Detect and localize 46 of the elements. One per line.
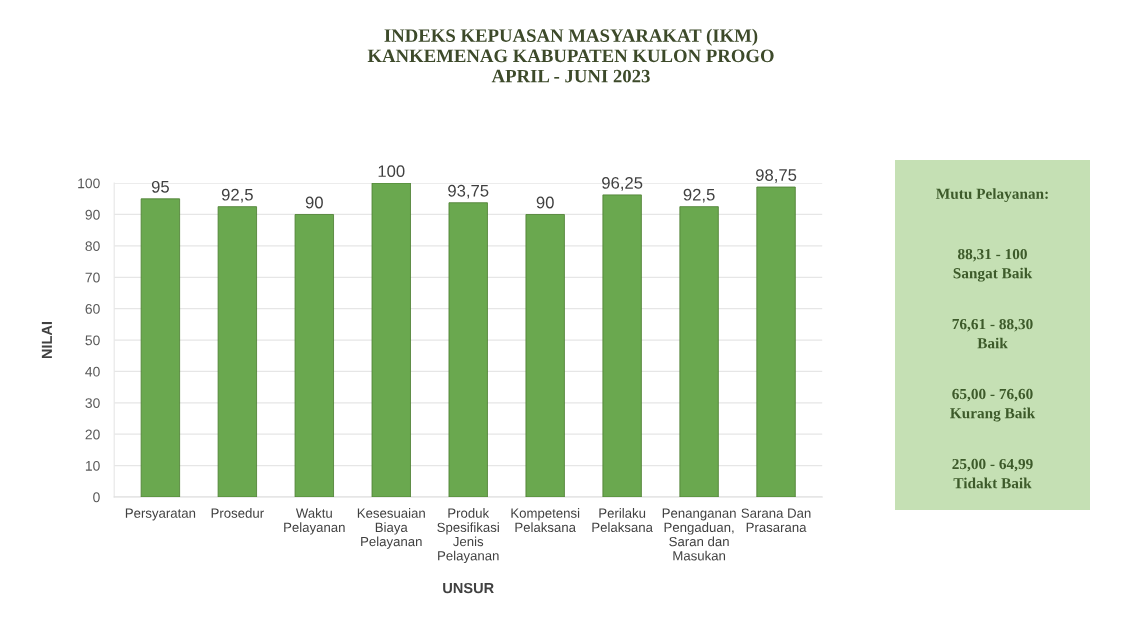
x-tick-label: Kesesuaian Biaya Pelayanan <box>357 508 425 549</box>
text: 88,31 - 100 Sangat Baik <box>953 248 1033 282</box>
text: 25,00 - 64,99 Tidakt Baik <box>952 458 1033 489</box>
bar <box>756 186 796 497</box>
y-axis-title: NILAI <box>41 321 52 359</box>
text: 76,61 - 88,30 Baik <box>952 318 1033 349</box>
x-tick-label: Penanganan Pengaduan, Saran dan Masukan <box>662 508 736 561</box>
bar <box>294 214 334 497</box>
y-tick-label: 60 <box>85 304 100 314</box>
y-tick-label: 40 <box>85 366 100 377</box>
y-tick-label: 10 <box>85 460 100 471</box>
data-label: 96,25 <box>602 177 643 191</box>
data-label: 92,5 <box>221 188 253 203</box>
x-tick-label: Kompetensi Pelaksana <box>511 508 580 533</box>
data-label: 90 <box>536 196 554 209</box>
data-label: 100 <box>378 165 405 178</box>
x-tick-label: Waktu Pelayanan <box>284 508 345 535</box>
y-tick-label: 70 <box>85 272 100 283</box>
data-label: 98,75 <box>755 169 797 183</box>
x-tick-label: Prosedur <box>211 508 264 518</box>
y-tick-label: 30 <box>85 398 100 408</box>
bar <box>448 202 488 497</box>
y-tick-label: 100 <box>78 178 100 189</box>
bar <box>371 183 411 497</box>
x-tick-label: Sarana Dan Prasarana <box>741 508 811 533</box>
y-tick-label: 90 <box>85 209 100 220</box>
chart-title: INDEKS KEPUASAN MASYARAKAT (IKM) KANKEMENAG KABUPATEN KULON PROGO APRIL - JUNI 2023 <box>367 28 774 83</box>
text: Mutu Pelayanan: <box>936 188 1048 203</box>
bar <box>140 198 181 497</box>
bar <box>217 206 257 497</box>
text: 65,00 - 76,60 Kurang Baik <box>950 388 1036 422</box>
bar <box>602 194 642 497</box>
x-tick-label: Persyaratan <box>125 508 196 521</box>
y-tick-label: 0 <box>93 492 100 503</box>
x-tick-label: Perilaku Pelaksana <box>592 508 653 533</box>
data-label: 90 <box>305 196 323 209</box>
bar <box>525 214 565 497</box>
data-label: 92,5 <box>683 188 715 203</box>
y-tick-label: 50 <box>85 335 100 346</box>
y-tick-label: 80 <box>85 241 100 252</box>
y-tick-label: 20 <box>85 429 100 440</box>
data-label: 93,75 <box>448 184 489 199</box>
bar <box>679 206 719 497</box>
x-tick-label: Produk Spesifikasi Jenis Pelayanan <box>437 508 499 564</box>
x-axis-title: UNSUR <box>443 582 494 594</box>
data-label: 95 <box>151 180 169 193</box>
